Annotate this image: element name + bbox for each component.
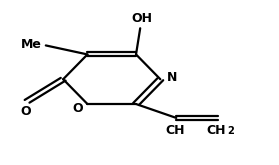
Text: O: O bbox=[73, 102, 83, 116]
Text: CH: CH bbox=[165, 124, 185, 137]
Text: N: N bbox=[167, 71, 178, 84]
Text: OH: OH bbox=[131, 12, 152, 25]
Text: 2: 2 bbox=[227, 126, 234, 136]
Text: CH: CH bbox=[207, 124, 226, 137]
Text: O: O bbox=[20, 105, 31, 118]
Text: Me: Me bbox=[21, 38, 42, 51]
